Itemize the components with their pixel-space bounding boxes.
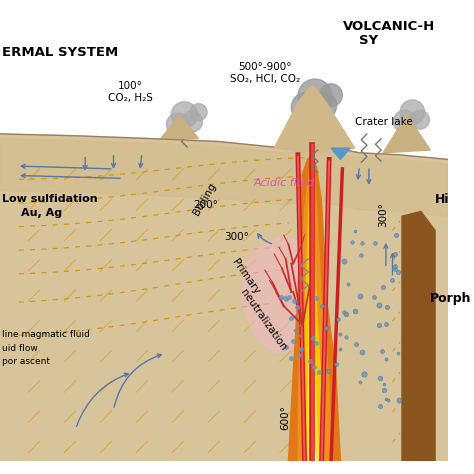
Text: 500°-900°: 500°-900° <box>238 62 292 72</box>
Circle shape <box>292 92 321 123</box>
Text: 300°: 300° <box>224 232 249 242</box>
Polygon shape <box>310 429 316 461</box>
Text: Hi: Hi <box>435 192 449 206</box>
Polygon shape <box>383 115 430 153</box>
Polygon shape <box>0 138 448 216</box>
Polygon shape <box>298 162 331 461</box>
Text: Primary: Primary <box>230 257 261 296</box>
Text: Au, Ag: Au, Ag <box>21 208 62 218</box>
Polygon shape <box>241 235 321 353</box>
Text: SO₂, HCl, CO₂: SO₂, HCl, CO₂ <box>230 74 300 84</box>
Polygon shape <box>161 115 199 138</box>
Circle shape <box>410 110 429 129</box>
Text: CO₂, H₂S: CO₂, H₂S <box>108 93 153 103</box>
Text: Acidic fluid: Acidic fluid <box>254 178 314 188</box>
Text: Porph: Porph <box>430 292 472 305</box>
Text: line magmatic fluid: line magmatic fluid <box>2 330 90 339</box>
Text: 200°: 200° <box>194 200 219 210</box>
Polygon shape <box>0 134 448 461</box>
Text: Low sulfidation: Low sulfidation <box>2 194 98 204</box>
Circle shape <box>182 111 202 132</box>
Bar <box>0 13 448 136</box>
Polygon shape <box>307 221 319 461</box>
Text: uid flow: uid flow <box>2 344 37 353</box>
Circle shape <box>298 79 332 113</box>
Text: 300°: 300° <box>378 202 388 227</box>
Text: Crater lake: Crater lake <box>355 117 412 127</box>
Text: por ascent: por ascent <box>2 357 50 366</box>
Text: Boiling: Boiling <box>191 181 218 217</box>
Polygon shape <box>274 87 355 153</box>
Text: SY: SY <box>359 34 379 46</box>
Text: neutralization: neutralization <box>238 287 288 352</box>
Circle shape <box>166 113 189 136</box>
Text: 600°: 600° <box>281 405 291 430</box>
Polygon shape <box>289 155 340 461</box>
Circle shape <box>190 104 207 121</box>
Circle shape <box>171 102 198 128</box>
Text: VOLCANIC-H: VOLCANIC-H <box>343 20 436 33</box>
Circle shape <box>319 84 342 107</box>
Polygon shape <box>402 211 435 461</box>
Circle shape <box>400 100 425 125</box>
Text: 100°: 100° <box>118 81 143 91</box>
Polygon shape <box>304 178 323 461</box>
Circle shape <box>393 110 416 133</box>
Text: ERMAL SYSTEM: ERMAL SYSTEM <box>2 46 118 59</box>
Circle shape <box>310 92 337 119</box>
Polygon shape <box>331 148 350 159</box>
